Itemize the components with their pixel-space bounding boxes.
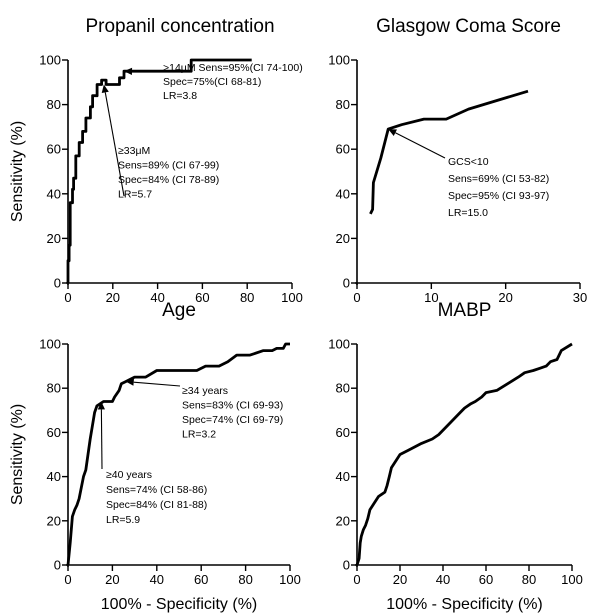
annotation-text-lr-5-7: LR=5.7: [118, 189, 152, 201]
y-tick-label: 20: [47, 231, 61, 246]
x-tick-label: 0: [353, 290, 360, 305]
annotation-arrow: [395, 132, 446, 159]
annotation-text-sens-69-ci-53-82: Sens=69% (CI 53-82): [448, 173, 549, 185]
y-tick-label: 80: [47, 97, 61, 112]
x-tick-label: 100: [279, 572, 301, 587]
annotation-arrowhead: [97, 401, 105, 410]
annotation-arrowhead: [101, 84, 109, 94]
annotation-text-lr-3-2: LR=3.2: [182, 429, 216, 441]
annotation-text-14-m-sens-95-ci-74-100: >14μM Sens=95%(CI 74-100): [163, 62, 303, 74]
annotation-text-33-m: ≥33μM: [118, 145, 150, 157]
x-tick-label: 20: [498, 290, 512, 305]
y-tick-label: 40: [47, 186, 61, 201]
y-tick-label: 20: [336, 231, 350, 246]
chart-title: Age: [162, 300, 196, 321]
annotation-text-sens-83-ci-69-93: Sens=83% (CI 69-93): [182, 400, 283, 412]
annotation-arrow: [100, 409, 103, 470]
panel-age: Age 0 20 40 60 80 100 0 20 40 60 80 100 Sensitivity (…: [9, 300, 301, 613]
annotation-text-spec-84-ci-81-88: Spec=84% (CI 81-88): [106, 499, 207, 511]
y-tick-label: 60: [336, 425, 350, 440]
x-tick-label: 80: [522, 572, 536, 587]
x-tick-label: 60: [479, 572, 493, 587]
annotation-text-spec-75-ci-68-81: Spec=75%(CI 68-81): [163, 76, 261, 88]
x-tick-label: 60: [194, 572, 208, 587]
y-tick-label: 0: [343, 276, 350, 291]
annotation-text-lr-5-9: LR=5.9: [106, 514, 140, 526]
annotation-text-sens-74-ci-58-86: Sens=74% (CI 58-86): [106, 484, 207, 496]
x-tick-label: 40: [436, 572, 450, 587]
annotation-text-sens-89-ci-67-99: Sens=89% (CI 67-99): [118, 160, 219, 172]
annotation-text-lr-3-8: LR=3.8: [163, 90, 197, 102]
x-tick-label: 40: [150, 290, 164, 305]
annotation-text-34-years: ≥34 years: [182, 385, 228, 397]
roc-curve-line: [66, 342, 290, 566]
x-tick-label: 20: [106, 290, 120, 305]
roc-curve-line: [369, 89, 529, 215]
y-tick-label: 40: [47, 469, 61, 484]
x-axis-label: 100% - Specificity (%): [386, 596, 543, 613]
panel-propanil-concentration: Propanil concentration 0 20 40 60 80 100 0 20 40 6…: [9, 16, 303, 305]
y-tick-label: 80: [47, 381, 61, 396]
y-tick-label: 80: [336, 97, 350, 112]
chart-title: MABP: [438, 300, 492, 321]
y-tick-label: 100: [39, 53, 61, 68]
panel-glasgow-coma-score: Glasgow Coma Score 0 20 40 60 80 100 0 10 20 30 GCS…: [328, 16, 587, 305]
annotation-arrowhead: [124, 67, 133, 75]
y-axis-label: Sensitivity (%): [9, 404, 26, 505]
y-tick-label: 0: [54, 276, 61, 291]
y-tick-label: 20: [47, 513, 61, 528]
roc-curve-line: [66, 58, 252, 283]
annotation-arrowhead: [388, 129, 397, 136]
y-tick-label: 80: [336, 381, 350, 396]
x-tick-label: 0: [64, 290, 71, 305]
chart-title: Glasgow Coma Score: [376, 16, 561, 37]
x-tick-label: 80: [240, 290, 254, 305]
annotation-text-spec-95-ci-93-97: Spec=95% (CI 93-97): [448, 190, 549, 202]
y-tick-label: 20: [336, 513, 350, 528]
y-axis-label: Sensitivity (%): [9, 121, 26, 222]
annotation-text-spec-74-ci-69-79: Spec=74% (CI 69-79): [182, 414, 283, 426]
annotation-arrowhead: [125, 378, 134, 386]
y-tick-label: 100: [328, 53, 350, 68]
x-tick-label: 10: [424, 290, 438, 305]
y-tick-label: 100: [328, 337, 350, 352]
x-tick-label: 20: [105, 572, 119, 587]
y-tick-label: 100: [39, 337, 61, 352]
y-tick-label: 0: [343, 558, 350, 573]
x-axis-label: 100% - Specificity (%): [101, 596, 258, 613]
x-tick-label: 0: [64, 572, 71, 587]
annotation-arrow: [104, 92, 125, 197]
annotation-text-lr-15-0: LR=15.0: [448, 207, 488, 219]
x-tick-label: 100: [561, 572, 583, 587]
annotation-arrow: [133, 381, 181, 387]
y-tick-label: 60: [47, 142, 61, 157]
x-tick-label: 30: [573, 290, 587, 305]
y-tick-label: 60: [336, 142, 350, 157]
roc-curve-line: [355, 342, 573, 566]
annotation-text-gcs-10: GCS<10: [448, 156, 489, 168]
annotation-text-40-years: ≥40 years: [106, 469, 152, 481]
x-tick-label: 20: [393, 572, 407, 587]
x-tick-label: 100: [281, 290, 303, 305]
annotation-arrow: [131, 70, 156, 73]
y-tick-label: 0: [54, 558, 61, 573]
x-tick-label: 0: [353, 572, 360, 587]
annotation-text-spec-84-ci-78-89: Spec=84% (CI 78-89): [118, 174, 219, 186]
panel-mabp: MABP 0 20 40 60 80 100 0 20 40 60 80 100 100% - Speci…: [328, 300, 583, 613]
y-tick-label: 60: [47, 425, 61, 440]
x-tick-label: 60: [195, 290, 209, 305]
y-tick-label: 40: [336, 469, 350, 484]
x-tick-label: 80: [238, 572, 252, 587]
chart-title: Propanil concentration: [85, 16, 274, 37]
x-tick-label: 40: [150, 572, 164, 587]
y-tick-label: 40: [336, 186, 350, 201]
